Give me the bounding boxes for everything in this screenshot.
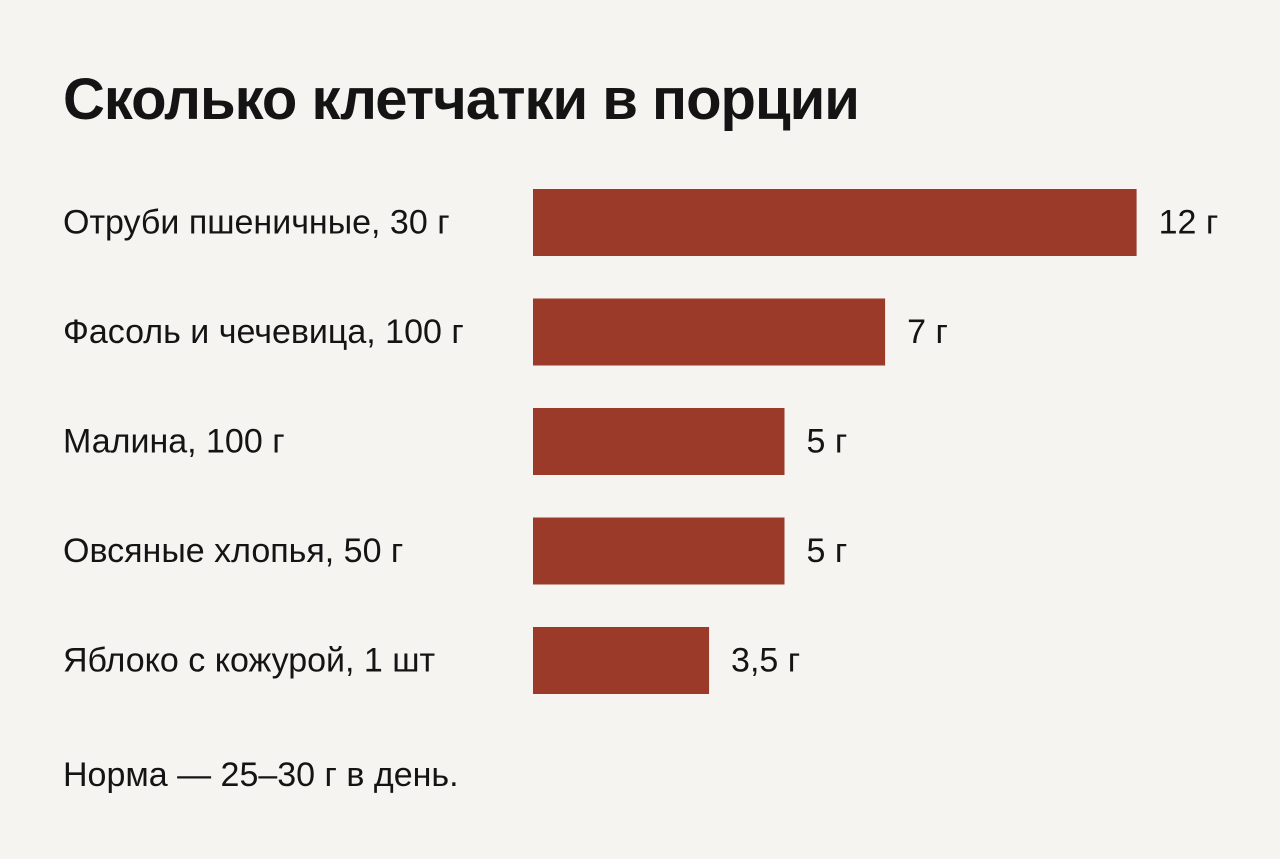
category-label: Отруби пшеничные, 30 г (63, 204, 450, 242)
category-label: Овсяные хлопья, 50 г (63, 532, 403, 570)
value-label: 7 г (907, 313, 948, 351)
bar (533, 627, 710, 694)
value-label: 12 г (1159, 204, 1219, 242)
daily-norm-note: Норма — 25–30 г в день. (63, 756, 459, 794)
category-label: Малина, 100 г (63, 423, 285, 461)
bar (533, 408, 785, 475)
bar (533, 517, 785, 585)
bar (533, 298, 886, 366)
bar (533, 189, 1137, 256)
category-label: Фасоль и чечевица, 100 г (63, 313, 464, 351)
bars-group: Отруби пшеничные, 30 г 12 г Фасоль и чечев… (63, 189, 1218, 694)
value-label: 3,5 г (731, 642, 800, 680)
value-label: 5 г (807, 532, 848, 570)
category-label: Яблоко с кожурой, 1 шт (63, 642, 435, 680)
value-label: 5 г (807, 423, 848, 461)
chart-title: Сколько клетчатки в порции (63, 67, 860, 132)
